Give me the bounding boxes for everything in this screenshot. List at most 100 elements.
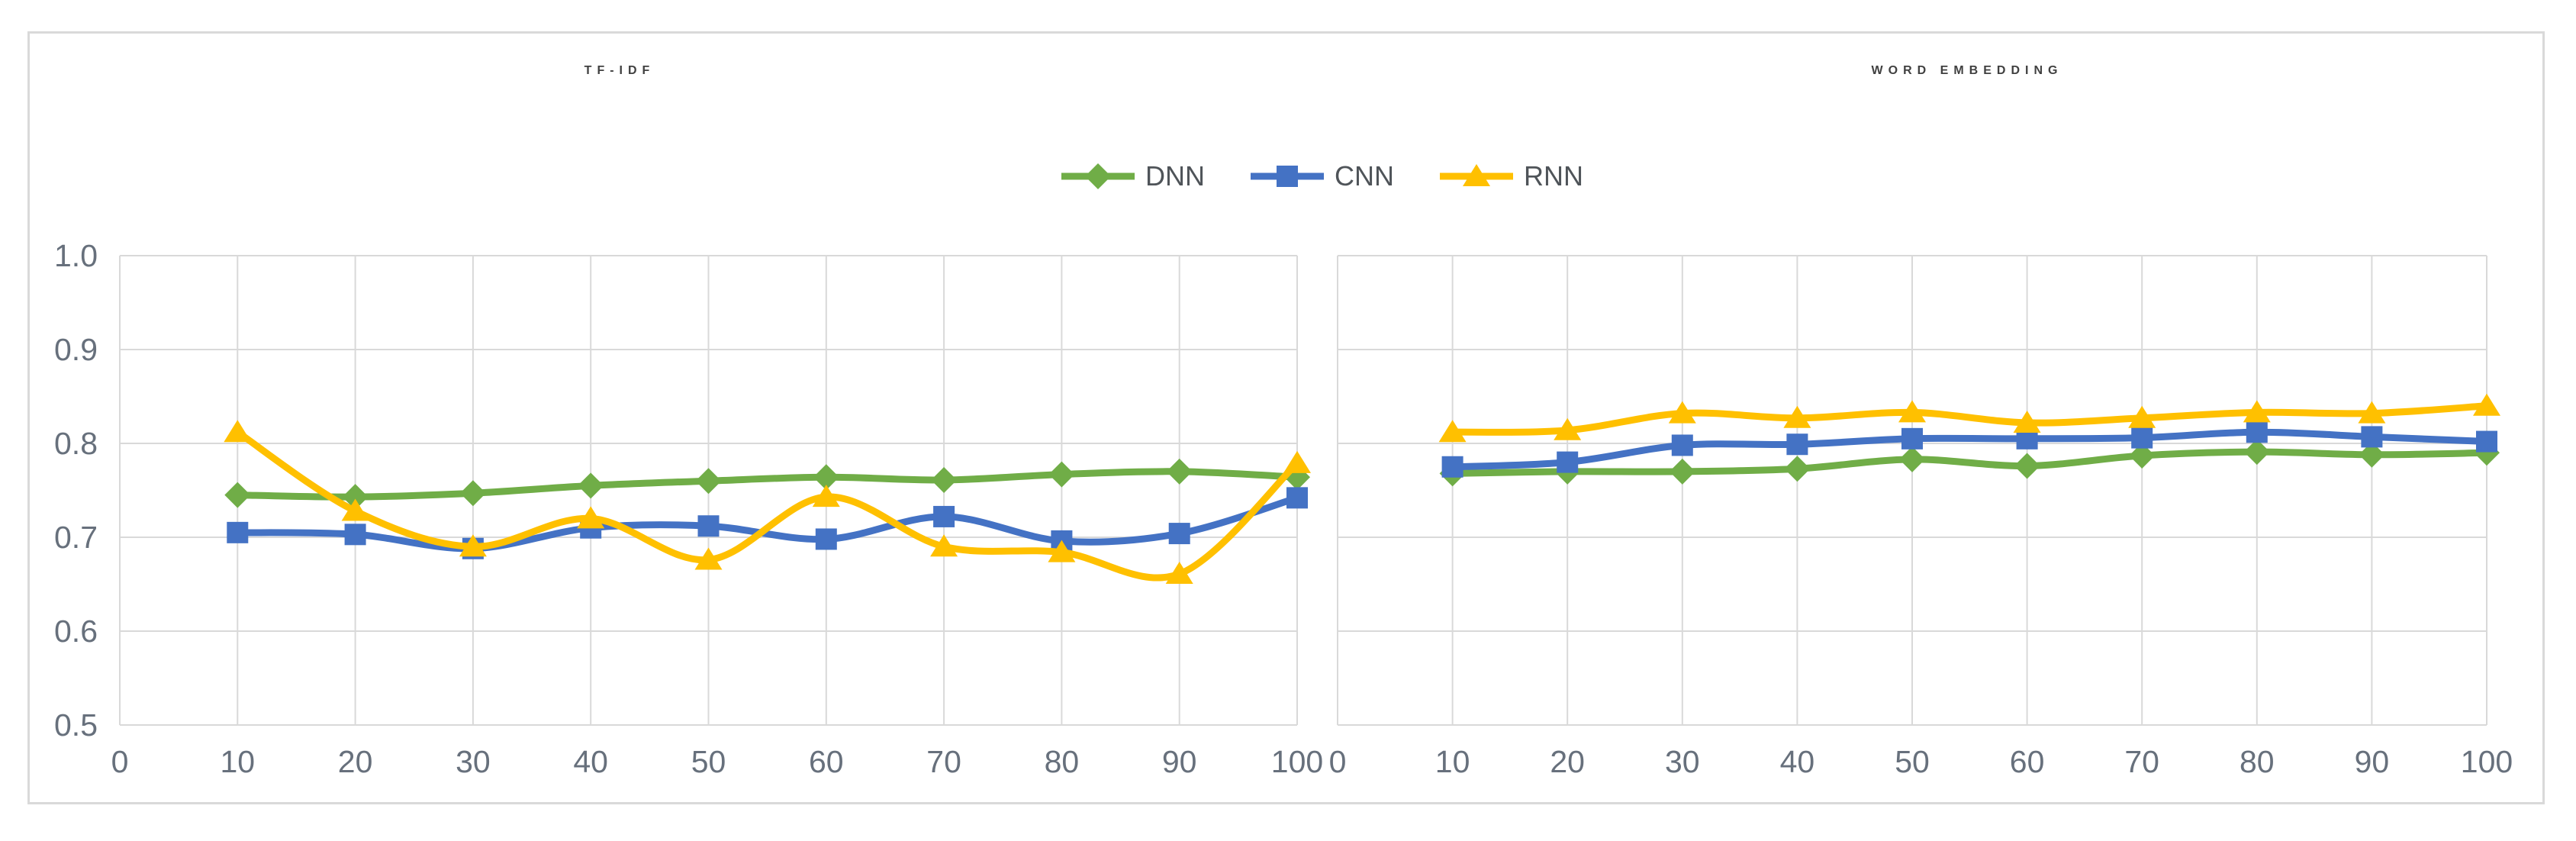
diamond-marker [2129,442,2156,469]
triangle-marker [1048,540,1076,562]
x-tick-label: 0 [111,744,129,779]
diamond-marker [2359,441,2385,468]
x-tick-label: 50 [1895,744,1930,779]
series-line-dnn [233,468,1301,501]
y-tick-label: 1.0 [54,238,98,273]
x-tick-label: 100 [2460,744,2513,779]
x-tick-label: 40 [573,744,608,779]
plot-area [119,255,1311,726]
diamond-marker [695,468,722,495]
legend-label: CNN [1335,160,1394,192]
x-tick-label: 20 [337,744,373,779]
triangle-marker [2243,400,2271,423]
legend-item-dnn: DNN [1060,160,1205,192]
x-tick-label: 10 [1435,744,1470,779]
square-marker [1557,451,1579,473]
y-tick-label: 0.8 [54,426,98,461]
diamond-marker [1166,458,1193,485]
diamond-marker [578,472,604,499]
square-marker [933,505,955,527]
x-tick-label: 70 [2124,744,2159,779]
series-line-dnn [1449,448,2491,477]
diamond-marker [1784,456,1811,482]
square-marker [2361,426,2383,448]
legend-item-rnn: RNN [1438,160,1583,192]
triangle-marker [2358,401,2386,424]
square-marker [2131,427,2153,449]
x-tick-label: 60 [2009,744,2045,779]
triangle-marker [459,534,487,557]
y-tick-label: 0.6 [54,614,98,649]
x-tick-label: 0 [1328,744,1347,779]
series-line-rnn [233,428,1301,582]
triangle-marker [1668,401,1696,424]
triangle-marker [341,498,369,521]
tfidf-plot: 0 10 20 30 40 50 60 70 80 90 100 [111,255,1323,779]
diamond-marker [2014,453,2040,479]
x-tick-label: 90 [2354,744,2390,779]
y-tick-label: 0.9 [54,332,98,367]
diamond-marker [1899,446,1925,472]
square-marker [815,528,837,550]
legend-item-cnn: CNN [1249,160,1394,192]
triangle-marker [1165,561,1193,584]
diamond-marker [813,464,839,491]
square-marker [1441,456,1463,478]
triangle-marker [1554,417,1582,440]
x-tick-label: 70 [926,744,961,779]
legend-marker-triangle-icon [1440,164,1513,186]
triangle-marker [577,506,605,529]
triangle-marker [1783,405,1811,428]
diamond-marker [459,480,486,507]
diamond-marker [1669,458,1695,485]
series-line-rnn [1449,402,2491,436]
series-line-cnn [233,494,1301,553]
triangle-marker [2128,405,2156,428]
square-marker [1786,433,1808,456]
x-tick-label: 50 [691,744,726,779]
diamond-marker [1048,461,1075,488]
series-line-cnn [1449,428,2491,471]
x-tick-label: 20 [1550,744,1585,779]
x-tick-label: 80 [2239,744,2275,779]
square-marker [1671,434,1693,456]
x-tick-label: 90 [1161,744,1197,779]
triangle-marker [224,420,252,443]
square-marker [1286,487,1308,509]
diamond-marker [342,484,369,511]
diamond-marker [1085,163,1111,189]
x-tick-label: 30 [1664,744,1700,779]
diamond-marker [931,466,958,493]
square-marker [344,524,366,546]
square-marker [697,515,720,537]
x-tick-label: 80 [1044,744,1080,779]
plot-area [1337,255,2500,726]
x-tick-label: 100 [1270,744,1324,779]
diamond-marker [2243,439,2270,466]
legend: DNN CNN RNN [1060,160,1583,192]
triangle-marker [1898,400,1926,423]
legend-label: DNN [1145,160,1205,192]
square-marker [2476,430,2497,453]
diamond-marker [224,482,251,508]
square-marker [227,521,249,543]
square-marker [1901,427,1923,450]
diamond-marker [2474,440,2500,466]
triangle-marker [1463,164,1490,186]
x-tick-label: 10 [220,744,256,779]
triangle-marker [812,485,840,508]
triangle-marker [694,547,723,570]
square-marker [1277,166,1298,187]
x-tick-label: 60 [808,744,844,779]
triangle-marker [930,534,958,557]
word-embedding-plot: 0 10 20 30 40 50 60 70 80 90 100 [1329,255,2513,779]
chart-title-word-embedding: WORD EMBEDDING [1871,64,2063,77]
chart-title-tfidf: TF-IDF [584,64,655,77]
square-marker [1168,523,1190,545]
legend-label: RNN [1524,160,1583,192]
triangle-marker [1438,420,1467,443]
x-tick-label: 40 [1779,744,1815,779]
legend-marker-diamond-icon [1061,163,1135,189]
triangle-marker [1283,450,1311,473]
